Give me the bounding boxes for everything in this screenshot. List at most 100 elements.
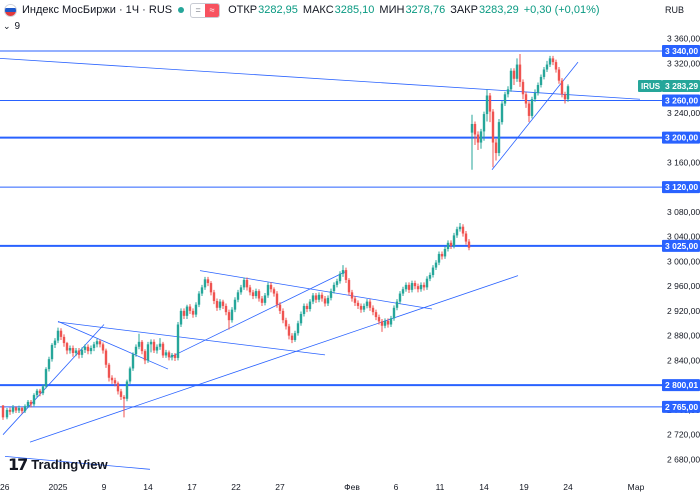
candle-body-170 — [512, 70, 516, 79]
candle-body-169 — [509, 70, 513, 90]
candle-body-95 — [287, 326, 291, 336]
candle-body-165 — [497, 122, 501, 154]
candle-body-22 — [68, 348, 72, 351]
candle-body-172 — [518, 64, 522, 82]
trendline-0 — [0, 57, 641, 100]
candle-body-187 — [563, 94, 567, 100]
y-tick-label-14: 3 240,00 — [667, 108, 700, 118]
candle-body-46 — [140, 341, 144, 352]
candle-body-173 — [521, 81, 525, 95]
candle-body-134 — [404, 284, 408, 290]
candle-body-14 — [44, 369, 48, 387]
level-badge-3 — [662, 181, 700, 194]
candle-body-48 — [146, 344, 150, 361]
level-badge-6 — [662, 400, 700, 413]
trendline-1 — [2, 324, 105, 435]
candle-body-16 — [50, 344, 54, 360]
close-value: 3283,29 — [478, 4, 519, 16]
candle-body-153 — [461, 226, 465, 234]
candle-body-27 — [83, 346, 87, 350]
market-status-icon — [178, 7, 185, 13]
candle-body-89 — [269, 284, 273, 290]
candle-body-77 — [233, 299, 237, 310]
level-badge-label-3: 3 120,00 — [665, 182, 698, 192]
candle-body-31 — [95, 341, 99, 345]
candle-body-9 — [29, 401, 33, 405]
candle-body-83 — [251, 292, 255, 297]
candle-body-155 — [467, 241, 471, 248]
candle-body-5 — [17, 408, 21, 411]
candle-body-111 — [335, 281, 339, 285]
candle-body-6 — [20, 408, 24, 412]
compare-equal-button[interactable]: = — [195, 4, 201, 15]
level-badge-2 — [662, 131, 700, 144]
level-badge-4 — [662, 239, 700, 252]
chevron-down-icon: ⌄ — [3, 21, 11, 31]
candle-body-73 — [221, 301, 225, 306]
candle-body-81 — [245, 279, 249, 288]
low-value: 3278,76 — [405, 4, 446, 16]
candle-body-93 — [281, 310, 285, 321]
candle-body-124 — [374, 312, 378, 318]
trendline-5 — [199, 270, 433, 310]
level-badge-label-6: 2 765,00 — [665, 402, 698, 412]
candle-body-21 — [65, 343, 69, 351]
candle-body-107 — [323, 298, 327, 304]
candle-body-180 — [542, 69, 546, 77]
candle-body-45 — [137, 341, 141, 347]
trendline-6 — [57, 321, 326, 356]
candle-body-55 — [167, 352, 171, 358]
low-label: МИН — [379, 4, 405, 16]
compare-approx-button[interactable]: ≈ — [205, 3, 220, 17]
candle-body-144 — [434, 262, 438, 268]
candle-body-13 — [41, 386, 45, 394]
x-tick-label-8: 6 — [394, 482, 399, 492]
candle-body-56 — [170, 354, 174, 358]
candle-body-78 — [236, 292, 240, 300]
candle-body-116 — [350, 292, 354, 299]
instrument-title[interactable]: Индекс МосБиржи · 1Ч · RUS — [22, 4, 173, 16]
indicators-toggle[interactable]: ⌄ 9 — [3, 21, 20, 32]
change-value: +0,30 (+0,01%) — [523, 4, 600, 16]
candle-body-24 — [74, 350, 78, 353]
candle-body-128 — [386, 320, 390, 325]
compare-buttons[interactable]: = ≈ — [190, 2, 221, 18]
candle-body-28 — [86, 346, 90, 352]
candle-body-44 — [134, 346, 138, 355]
y-tick-label-4: 2 840,00 — [667, 355, 700, 365]
tradingview-logo: 17 TradingView — [8, 455, 108, 474]
price-symbol-label: IRUS — [641, 82, 661, 91]
candle-body-100 — [302, 305, 306, 314]
trendline-4 — [4, 455, 151, 470]
candle-body-29 — [89, 348, 93, 352]
candle-body-168 — [506, 89, 510, 95]
x-tick-label-1: 2025 — [49, 482, 68, 492]
candle-body-82 — [248, 287, 252, 293]
candle-body-146 — [440, 253, 444, 257]
candle-body-122 — [368, 301, 372, 308]
candle-body-148 — [446, 242, 450, 249]
y-tick-label-5: 2 880,00 — [667, 331, 700, 341]
candle-body-51 — [155, 346, 159, 351]
candle-body-185 — [557, 69, 561, 81]
candle-body-143 — [431, 267, 435, 275]
candle-body-178 — [536, 84, 540, 94]
candle-body-12 — [38, 390, 42, 394]
x-tick-label-6: 27 — [275, 482, 285, 492]
x-tick-label-2: 9 — [102, 482, 107, 492]
candle-body-179 — [539, 76, 543, 85]
candle-body-162 — [488, 95, 492, 112]
currency-label[interactable]: RUB — [664, 5, 684, 15]
candle-body-138 — [416, 286, 420, 290]
candle-body-120 — [362, 305, 366, 310]
candle-body-87 — [263, 295, 267, 303]
candle-body-3 — [11, 407, 15, 412]
y-tick-label-6: 2 920,00 — [667, 306, 700, 316]
candle-body-156 — [470, 123, 474, 133]
candle-body-54 — [164, 352, 168, 356]
candle-body-26 — [80, 349, 84, 355]
x-tick-label-4: 17 — [187, 482, 197, 492]
candle-body-130 — [392, 307, 396, 319]
candle-body-19 — [59, 330, 63, 337]
